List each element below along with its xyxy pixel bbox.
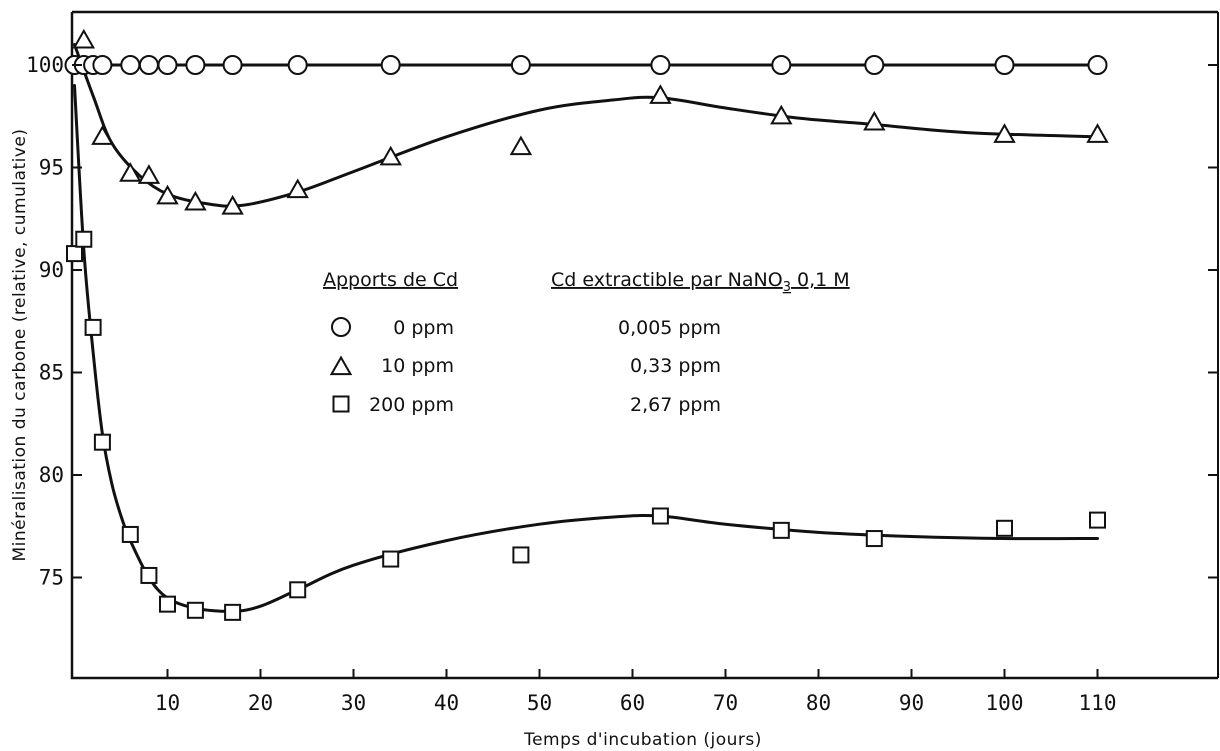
legend-header-right-subscript: 3 bbox=[783, 280, 791, 295]
circle-marker-15 bbox=[994, 55, 1015, 75]
circle-marker-13 bbox=[771, 55, 792, 75]
square-marker-0 bbox=[66, 245, 83, 263]
triangle-marker-12 bbox=[863, 110, 886, 131]
legend-dose-1: 10 ppm bbox=[381, 355, 454, 377]
x-tick-label-90: 90 bbox=[899, 691, 924, 715]
circle-marker-14 bbox=[864, 55, 885, 75]
x-tick-label-110: 110 bbox=[1079, 691, 1117, 715]
fit-curve-square bbox=[73, 84, 1099, 613]
legend-extractible-2: 2,67 ppm bbox=[630, 394, 721, 416]
y-tick-label-80: 80 bbox=[39, 463, 64, 487]
triangle-marker-9 bbox=[509, 135, 533, 156]
square-marker-14 bbox=[865, 530, 883, 548]
legend-circle-icon bbox=[331, 317, 351, 337]
square-marker-8 bbox=[224, 603, 242, 621]
triangle-marker-5 bbox=[184, 190, 207, 211]
x-axis-title: Temps d'incubation (jours) bbox=[523, 730, 762, 750]
circle-marker-8 bbox=[222, 55, 243, 75]
square-marker-4 bbox=[121, 525, 139, 543]
triangle-marker-2 bbox=[119, 162, 142, 182]
triangle-marker-1 bbox=[91, 125, 114, 145]
square-marker-9 bbox=[289, 581, 307, 599]
triangle-marker-7 bbox=[286, 178, 309, 199]
triangle-marker-0 bbox=[72, 28, 96, 49]
legend: Apports de Cd Cd extractible par NaNO3 0… bbox=[323, 269, 850, 416]
circle-marker-6 bbox=[157, 55, 178, 75]
legend-square-icon bbox=[332, 395, 350, 413]
triangle-marker-11 bbox=[770, 104, 793, 125]
legend-dose-0: 0 ppm bbox=[393, 317, 454, 339]
circle-marker-4 bbox=[120, 55, 141, 75]
y-tick-label-75: 75 bbox=[39, 566, 64, 590]
legend-header-right: Cd extractible par NaNO3 0,1 M bbox=[551, 269, 850, 295]
legend-header-left: Apports de Cd bbox=[323, 269, 458, 291]
circle-marker-12 bbox=[650, 55, 671, 75]
legend-header-right-tail: 0,1 M bbox=[791, 269, 850, 291]
x-tick-label-20: 20 bbox=[248, 691, 273, 715]
y-tick-label-85: 85 bbox=[39, 361, 64, 385]
square-marker-10 bbox=[382, 550, 400, 568]
square-marker-16 bbox=[1089, 511, 1106, 529]
x-tick-label-40: 40 bbox=[434, 691, 459, 715]
square-marker-3 bbox=[93, 433, 111, 451]
triangle-marker-14 bbox=[1086, 123, 1109, 143]
square-marker-12 bbox=[651, 507, 669, 525]
axes-frame bbox=[70, 10, 1219, 680]
x-tick-label-30: 30 bbox=[341, 691, 366, 715]
y-tick-label-90: 90 bbox=[39, 258, 64, 282]
triangle-marker-8 bbox=[379, 145, 402, 166]
circle-marker-3 bbox=[92, 55, 113, 75]
circle-marker-5 bbox=[138, 55, 159, 75]
legend-markers bbox=[329, 317, 353, 413]
legend-dose-2: 200 ppm bbox=[369, 394, 454, 416]
y-tick-label-100: 100 bbox=[26, 53, 64, 77]
x-tick-label-70: 70 bbox=[713, 691, 738, 715]
tick-marks bbox=[72, 64, 1218, 678]
y-tick-label-95: 95 bbox=[39, 156, 64, 180]
x-tick-label-10: 10 bbox=[155, 691, 180, 715]
circle-marker-11 bbox=[510, 55, 531, 75]
fit-curve-triangle bbox=[73, 43, 1099, 208]
triangle-marker-4 bbox=[156, 184, 179, 205]
square-marker-15 bbox=[996, 519, 1013, 537]
circle-marker-10 bbox=[380, 55, 401, 75]
fit-curves bbox=[73, 43, 1099, 613]
circle-marker-7 bbox=[185, 55, 206, 75]
triangle-marker-10 bbox=[649, 84, 672, 104]
plot-frame bbox=[70, 10, 1218, 680]
data-markers bbox=[64, 28, 1109, 621]
circle-marker-16 bbox=[1087, 55, 1108, 75]
triangle-marker-6 bbox=[221, 194, 244, 215]
square-marker-11 bbox=[512, 546, 530, 564]
square-marker-1 bbox=[75, 230, 93, 248]
x-tick-label-60: 60 bbox=[620, 691, 645, 715]
square-marker-5 bbox=[140, 566, 158, 584]
square-marker-13 bbox=[772, 521, 790, 539]
circle-marker-9 bbox=[287, 55, 308, 75]
square-marker-6 bbox=[159, 595, 176, 613]
legend-triangle-icon bbox=[329, 355, 353, 376]
triangle-marker-13 bbox=[993, 123, 1016, 143]
y-axis-title: Minéralisation du carbone (relative, cum… bbox=[10, 129, 30, 562]
x-tick-label-100: 100 bbox=[986, 691, 1024, 715]
triangle-marker-3 bbox=[137, 164, 161, 184]
legend-header-right-main: Cd extractible par NaNO bbox=[551, 269, 783, 291]
legend-extractible-0: 0,005 ppm bbox=[618, 317, 721, 339]
x-tick-label-50: 50 bbox=[527, 691, 552, 715]
square-marker-7 bbox=[186, 601, 204, 619]
square-marker-2 bbox=[84, 318, 102, 336]
legend-extractible-1: 0,33 ppm bbox=[630, 355, 721, 377]
x-tick-label-80: 80 bbox=[806, 691, 831, 715]
